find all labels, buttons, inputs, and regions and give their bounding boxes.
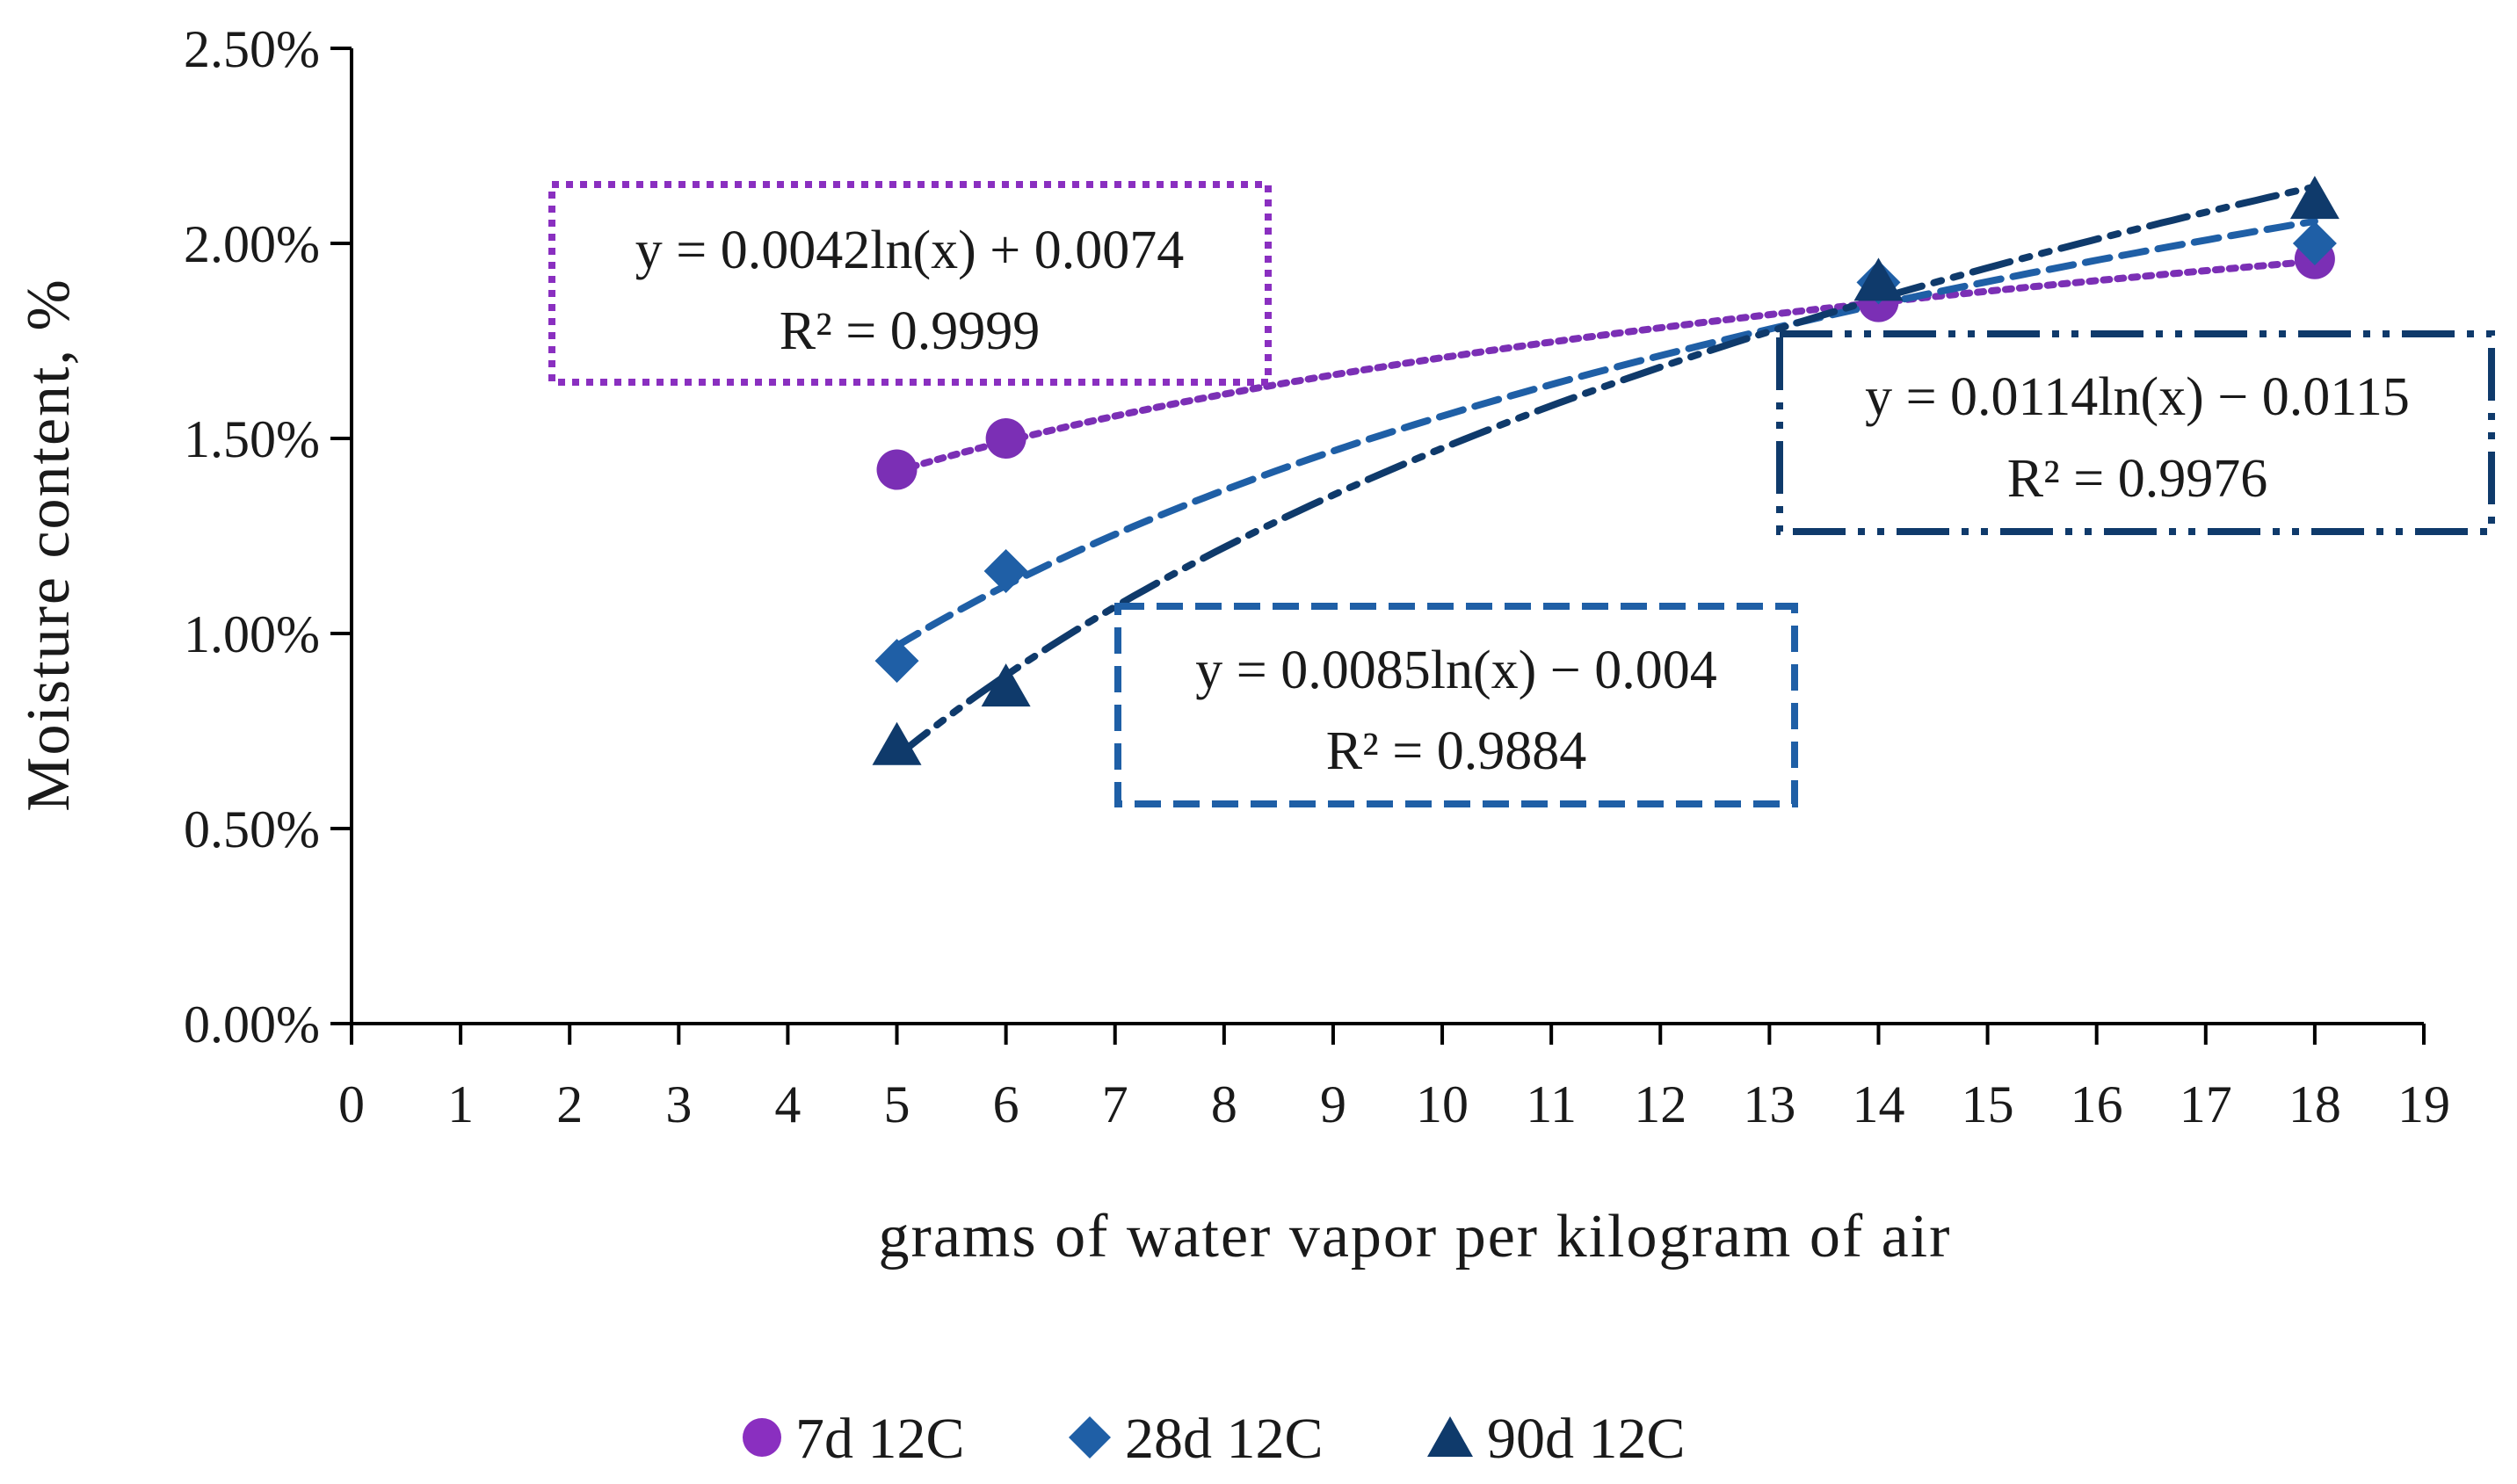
- data-markers: [872, 176, 2339, 765]
- x-tick-label: 15: [1962, 1075, 2014, 1133]
- equation-box-28d: y = 0.0085ln(x) − 0.004 R² = 0.9884: [1114, 603, 1798, 807]
- y-tick-label: 2.00%: [184, 215, 320, 273]
- x-tick-label: 13: [1743, 1075, 1795, 1133]
- x-tick-label: 17: [2180, 1075, 2232, 1133]
- axes: 0.00%0.50%1.00%1.50%2.00%2.50%0 1 2 3 4 5 6 7 8 9…: [184, 20, 2450, 1133]
- x-tick-label: 10: [1416, 1075, 1469, 1133]
- x-tick-label: 19: [2397, 1075, 2450, 1133]
- x-tick-label: 1: [447, 1075, 474, 1133]
- legend-triangle-marker: [1427, 1416, 1473, 1457]
- point-series-1-3: [2292, 221, 2337, 265]
- point-series-2-3: [2289, 176, 2339, 220]
- y-axis-title: Moisture content, %: [15, 278, 83, 812]
- x-tick-label: 0: [338, 1075, 365, 1133]
- equation-7d: y = 0.0042ln(x) + 0.0074: [635, 221, 1184, 280]
- x-tick-label: 16: [2071, 1075, 2123, 1133]
- r2-7d: R² = 0.9999: [780, 301, 1040, 361]
- x-tick-label: 9: [1320, 1075, 1346, 1133]
- legend-item-28d: 28d 12C: [1069, 1407, 1324, 1471]
- y-tick-label: 0.50%: [184, 800, 320, 858]
- legend-label-28d: 28d 12C: [1125, 1407, 1324, 1471]
- equation-box-7d: y = 0.0042ln(x) + 0.0074 R² = 0.9999: [548, 181, 1272, 386]
- point-series-1-0: [874, 639, 919, 684]
- point-series-0-1: [985, 418, 1026, 459]
- point-series-2-1: [981, 663, 1031, 707]
- r2-90d: R² = 0.9976: [2007, 449, 2267, 509]
- x-tick-label: 18: [2289, 1075, 2341, 1133]
- x-tick-label: 4: [774, 1075, 801, 1133]
- trendline-series-1: [893, 217, 2318, 650]
- point-series-0-0: [876, 449, 918, 490]
- x-tick-label: 3: [665, 1075, 692, 1133]
- equation-box-90d: y = 0.0114ln(x) − 0.0115 R² = 0.9976: [1776, 330, 2495, 535]
- legend-item-7d: 7d 12C: [743, 1407, 965, 1471]
- legend-circle-marker: [743, 1418, 781, 1457]
- point-series-1-1: [983, 548, 1028, 593]
- x-tick-label: 8: [1211, 1075, 1237, 1133]
- x-axis-title: grams of water vapor per kilogram of air: [879, 1203, 1952, 1270]
- x-tick-label: 5: [884, 1075, 910, 1133]
- x-tick-label: 14: [1852, 1075, 1904, 1133]
- legend-label-7d: 7d 12C: [795, 1407, 965, 1471]
- legend-label-90d: 90d 12C: [1487, 1407, 1686, 1471]
- x-tick-label: 2: [556, 1075, 583, 1133]
- x-tick-label: 7: [1102, 1075, 1128, 1133]
- equation-28d: y = 0.0085ln(x) − 0.004: [1195, 641, 1716, 700]
- trendline-series-2: [893, 183, 2318, 760]
- r2-28d: R² = 0.9884: [1326, 721, 1586, 781]
- legend: 7d 12C 28d 12C 90d 12C: [743, 1407, 1686, 1471]
- equation-90d: y = 0.0114ln(x) − 0.0115: [1865, 367, 2410, 427]
- trendline-series-0: [893, 257, 2318, 475]
- point-series-2-0: [872, 721, 922, 765]
- x-tick-label: 11: [1526, 1075, 1577, 1133]
- legend-item-90d: 90d 12C: [1427, 1407, 1686, 1471]
- y-tick-label: 2.50%: [184, 20, 320, 78]
- trendlines: [893, 183, 2318, 760]
- x-tick-label: 6: [993, 1075, 1019, 1133]
- point-series-2-2: [1853, 257, 1904, 301]
- x-tick-label: 12: [1634, 1075, 1686, 1133]
- y-tick-label: 1.00%: [184, 605, 320, 663]
- legend-diamond-marker: [1069, 1416, 1111, 1459]
- y-tick-label: 0.00%: [184, 995, 320, 1053]
- y-tick-label: 1.50%: [184, 410, 320, 468]
